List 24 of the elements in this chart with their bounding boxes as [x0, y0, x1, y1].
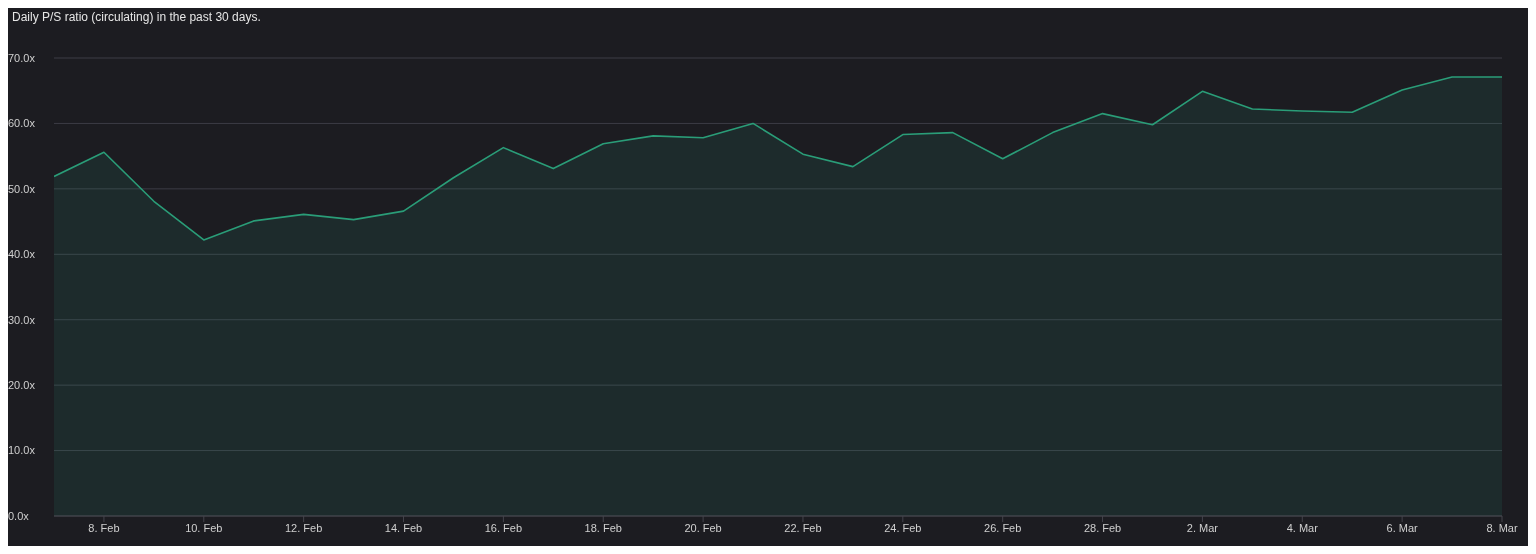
x-tick-label: 26. Feb — [984, 521, 1022, 534]
x-tick-label: 12. Feb — [285, 521, 323, 534]
y-tick-label: 60.0x — [8, 117, 36, 130]
x-tick-label: 14. Feb — [384, 521, 423, 534]
x-tick-label: 8. Feb — [88, 521, 120, 534]
x-tick-label: 16. Feb — [484, 521, 523, 534]
x-tick-label: 22. Feb — [784, 521, 822, 534]
x-tick-label: 4. Mar — [1286, 521, 1319, 534]
x-tick-label: 8. Mar — [1486, 521, 1518, 534]
y-tick-label: 50.0x — [8, 182, 36, 195]
x-tick-label: 2. Mar — [1186, 521, 1219, 534]
x-tick-label: 20. Feb — [684, 521, 722, 534]
y-tick-label: 70.0x — [8, 51, 36, 64]
y-tick-label: 10.0x — [8, 444, 36, 457]
x-tick-label: 24. Feb — [884, 521, 922, 534]
chart-title: Daily P/S ratio (circulating) in the past 30 days. — [12, 10, 261, 24]
x-tick-label: 28. Feb — [1083, 521, 1122, 534]
x-tick-label: 6. Mar — [1386, 521, 1419, 534]
x-tick-label: 18. Feb — [584, 521, 622, 534]
y-tick-label: 20.0x — [8, 379, 36, 392]
y-tick-label: 40.0x — [8, 248, 36, 261]
y-tick-label: 0.0x — [8, 509, 30, 522]
y-tick-label: 30.0x — [8, 313, 36, 326]
x-tick-label: 10. Feb — [185, 521, 223, 534]
